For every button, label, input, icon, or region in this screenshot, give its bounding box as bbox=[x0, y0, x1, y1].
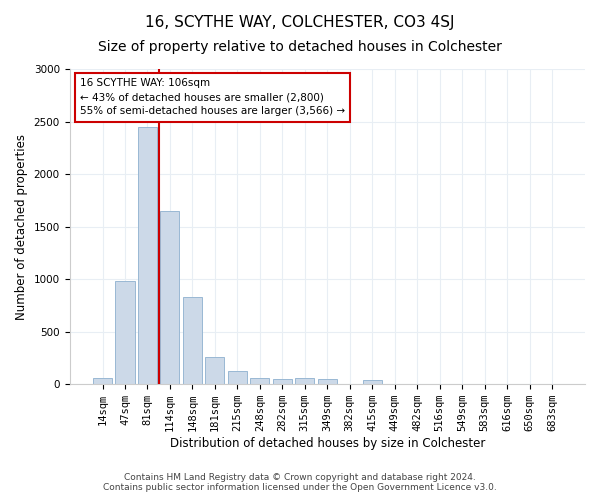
Bar bbox=[273, 379, 292, 384]
Bar bbox=[93, 378, 112, 384]
Text: Contains HM Land Registry data © Crown copyright and database right 2024.
Contai: Contains HM Land Registry data © Crown c… bbox=[103, 473, 497, 492]
Bar bbox=[183, 297, 202, 384]
Bar bbox=[115, 281, 134, 384]
Bar bbox=[160, 211, 179, 384]
Bar bbox=[228, 370, 247, 384]
Bar bbox=[362, 380, 382, 384]
Bar bbox=[250, 378, 269, 384]
Y-axis label: Number of detached properties: Number of detached properties bbox=[15, 134, 28, 320]
Text: 16 SCYTHE WAY: 106sqm
← 43% of detached houses are smaller (2,800)
55% of semi-d: 16 SCYTHE WAY: 106sqm ← 43% of detached … bbox=[80, 78, 345, 116]
Bar bbox=[205, 357, 224, 384]
Bar bbox=[138, 127, 157, 384]
Text: Size of property relative to detached houses in Colchester: Size of property relative to detached ho… bbox=[98, 40, 502, 54]
Bar bbox=[318, 379, 337, 384]
Text: 16, SCYTHE WAY, COLCHESTER, CO3 4SJ: 16, SCYTHE WAY, COLCHESTER, CO3 4SJ bbox=[145, 15, 455, 30]
X-axis label: Distribution of detached houses by size in Colchester: Distribution of detached houses by size … bbox=[170, 437, 485, 450]
Bar bbox=[295, 378, 314, 384]
